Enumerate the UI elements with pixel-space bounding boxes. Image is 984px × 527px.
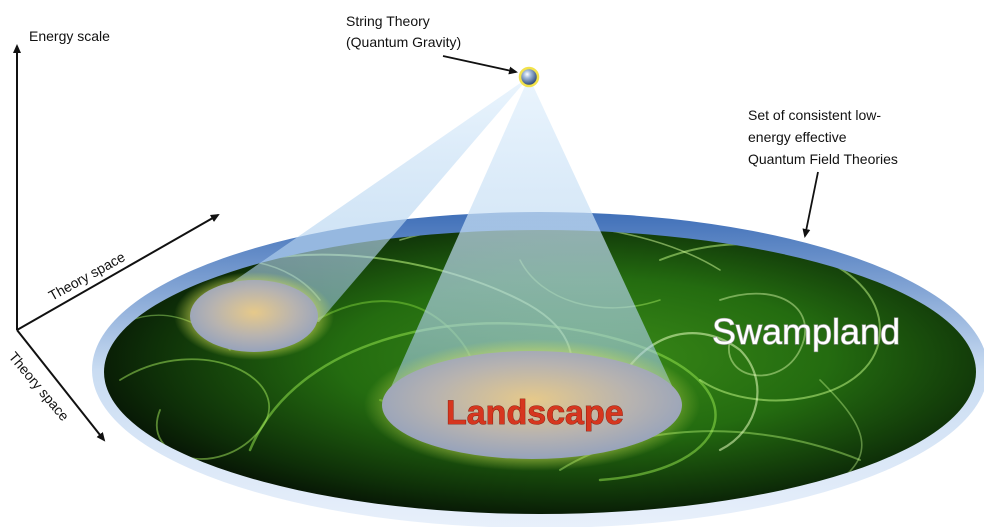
theory-space-axis-down <box>16 329 106 442</box>
theory-space-diagonal-label: Theory space <box>46 248 128 303</box>
qft-label-line2: energy effective <box>748 129 847 145</box>
qft-label-line3: Quantum Field Theories <box>748 151 898 167</box>
landscape-island <box>382 351 682 459</box>
qft-label-line1: Set of consistent low- <box>748 107 881 123</box>
projection-cone-center <box>383 77 681 405</box>
string-theory-label-line1: String Theory <box>346 13 430 29</box>
swampland-label: Swampland <box>712 311 900 352</box>
projection-cone-left <box>192 77 529 322</box>
string-theory-label-line2: (Quantum Gravity) <box>346 34 461 50</box>
sphere-icon <box>518 66 540 88</box>
landscape-island-small <box>190 280 318 352</box>
energy-axis-label: Energy scale <box>29 28 110 44</box>
landscape-label: Landscape <box>446 394 624 432</box>
string-theory-pointer <box>442 55 518 75</box>
theory-space-axis-diagonal <box>16 214 220 331</box>
axes <box>13 44 220 442</box>
qft-pointer <box>802 171 819 238</box>
